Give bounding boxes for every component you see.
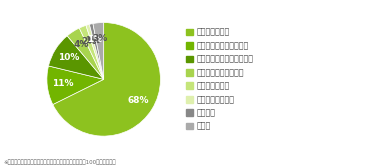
Text: 11%: 11% [52,79,74,88]
Wedge shape [48,36,104,79]
Wedge shape [86,24,104,79]
Text: 4%: 4% [74,40,89,49]
Text: 2%: 2% [81,37,96,46]
Wedge shape [93,23,104,79]
Wedge shape [67,28,104,79]
Wedge shape [47,66,104,105]
Legend: 自宅からの近さ, 交通費支給ならどこでも, 他の条件が合えばどこでも, 通学・通勤経路の途中, 栄えている場所, 学校・会社の近く, 特になし, その他: 自宅からの近さ, 交通費支給ならどこでも, 他の条件が合えばどこでも, 通学・通… [186,28,253,131]
Text: 3%: 3% [92,34,108,43]
Text: 1%: 1% [87,35,102,44]
Text: 10%: 10% [58,53,79,62]
Wedge shape [89,24,104,79]
Text: ※小数点以下を四捨五入しているため、必ずしも合計が100にならない。: ※小数点以下を四捨五入しているため、必ずしも合計が100にならない。 [4,160,116,165]
Wedge shape [79,25,104,79]
Text: 1%: 1% [84,36,100,45]
Text: 68%: 68% [127,96,149,105]
Wedge shape [53,23,161,136]
